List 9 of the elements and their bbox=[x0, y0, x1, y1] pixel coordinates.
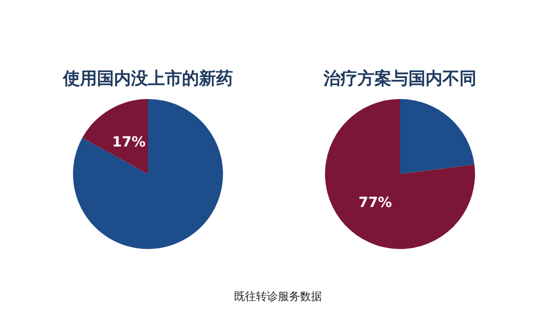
pie-slice bbox=[325, 99, 475, 249]
pie-slice bbox=[73, 99, 223, 249]
chart-title: 治疗方案与国内不同 bbox=[322, 68, 476, 89]
text: 既往转诊服务数据 bbox=[234, 290, 322, 303]
data-label: 17% bbox=[112, 134, 146, 151]
pie-slice bbox=[400, 99, 474, 174]
chart-title: 使用国内没上市的新药 bbox=[62, 69, 233, 89]
data-label: 77% bbox=[358, 195, 392, 212]
pie-slice bbox=[82, 99, 148, 174]
